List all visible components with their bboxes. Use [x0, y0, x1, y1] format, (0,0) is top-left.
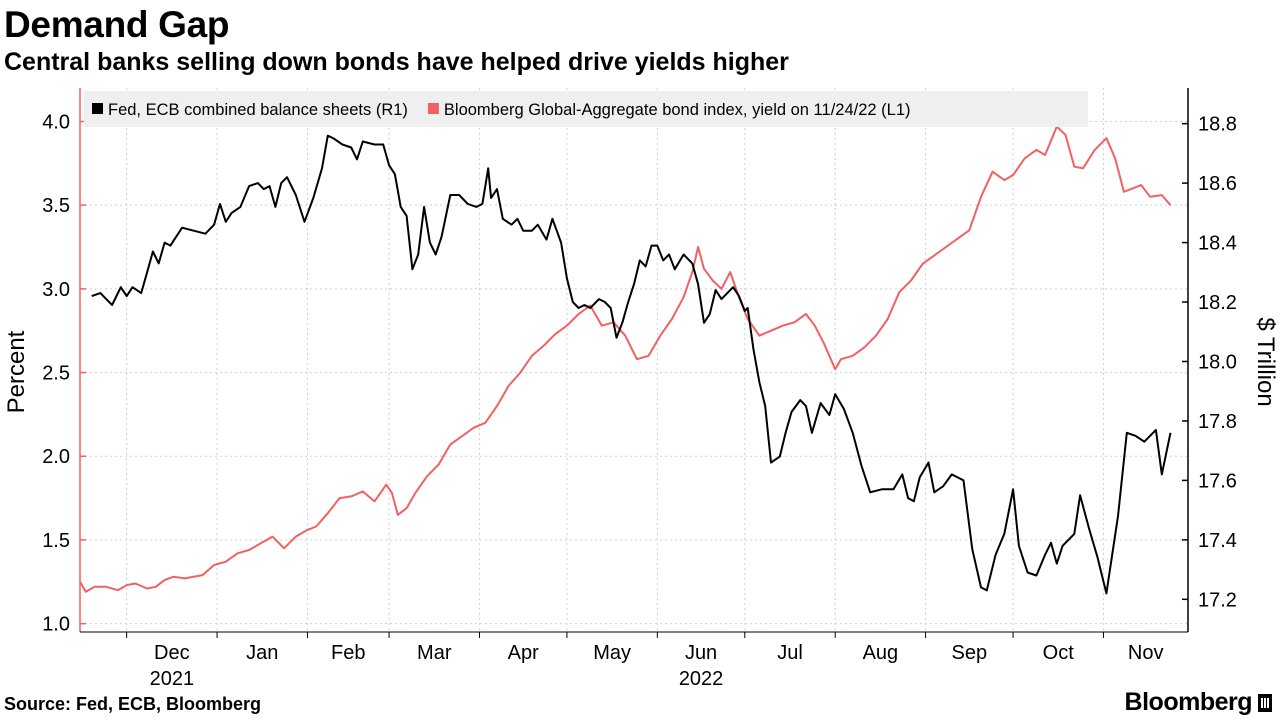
legend-swatch: [427, 103, 439, 114]
right-tick-label: 17.8: [1198, 411, 1237, 433]
right-tick-label: 17.4: [1198, 530, 1237, 552]
left-tick-label: 3.5: [42, 195, 70, 217]
right-tick-label: 17.2: [1198, 589, 1237, 611]
right-tick-label: 18.6: [1198, 173, 1237, 195]
chart-subtitle: Central banks selling down bonds have he…: [4, 48, 789, 76]
line-chart: 1.0 1.5 2.0 2.5 3.0 3.5 4.0 17.2 17.4 17.6 17.8 18.…: [3, 88, 1279, 690]
left-tick-label: 4.0: [42, 111, 70, 133]
right-tick-label: 18.8: [1198, 114, 1237, 136]
x-tick-label: Feb: [331, 642, 365, 664]
legend: Fed, ECB combined balance sheets (R1) Blo…: [84, 91, 1088, 127]
left-tick-label: 1.0: [42, 614, 70, 636]
balance-sheet-line: [91, 134, 1172, 595]
left-axis-title: Percent: [3, 330, 30, 413]
x-tick-label: Nov: [1128, 642, 1164, 664]
axis-labels: Percent $ Trillion: [3, 317, 1279, 413]
x-year-label: 2022: [679, 668, 724, 690]
x-tick-label: Jul: [777, 642, 803, 664]
x-tick-label: Mar: [417, 642, 452, 664]
source-note: Source: Fed, ECB, Bloomberg: [4, 694, 262, 714]
right-tick-label: 18.2: [1198, 292, 1237, 314]
bond-yield-line: [79, 125, 1172, 593]
series-lines: [79, 125, 1172, 595]
x-tick-label: Apr: [508, 642, 539, 664]
x-year-label: 2021: [150, 668, 195, 690]
bloomberg-logo: Bloomberg: [1125, 688, 1272, 717]
left-tick-label: 3.0: [42, 279, 70, 301]
x-tick-label: Oct: [1043, 642, 1075, 664]
grid-lines: [80, 88, 1188, 632]
right-tick-label: 18.4: [1198, 233, 1237, 255]
x-tick-label: Aug: [863, 642, 899, 664]
legend-background: [84, 91, 1088, 127]
x-tick-label: May: [593, 642, 631, 664]
bloomberg-terminal-icon: [1258, 693, 1272, 712]
right-axis-title: $ Trillion: [1252, 317, 1279, 406]
legend-label: Bloomberg Global-Aggregate bond index, y…: [444, 101, 911, 119]
right-tick-label: 17.6: [1198, 470, 1237, 492]
right-tick-label: 18.0: [1198, 351, 1237, 373]
left-tick-label: 2.0: [42, 446, 70, 468]
x-tick-label: Jun: [685, 642, 717, 664]
legend-swatch: [92, 103, 103, 114]
left-tick-label: 1.5: [42, 530, 70, 552]
x-tick-label: Jan: [246, 642, 278, 664]
legend-label: Fed, ECB combined balance sheets (R1): [108, 101, 408, 119]
chart-title: Demand Gap: [4, 4, 230, 45]
brand-name: Bloomberg: [1124, 688, 1253, 716]
axes: 1.0 1.5 2.0 2.5 3.0 3.5 4.0 17.2 17.4 17.6 17.8 18.…: [42, 88, 1237, 690]
x-tick-label: Sep: [952, 642, 988, 664]
left-tick-label: 2.5: [42, 363, 70, 385]
x-tick-label: Dec: [154, 642, 190, 664]
